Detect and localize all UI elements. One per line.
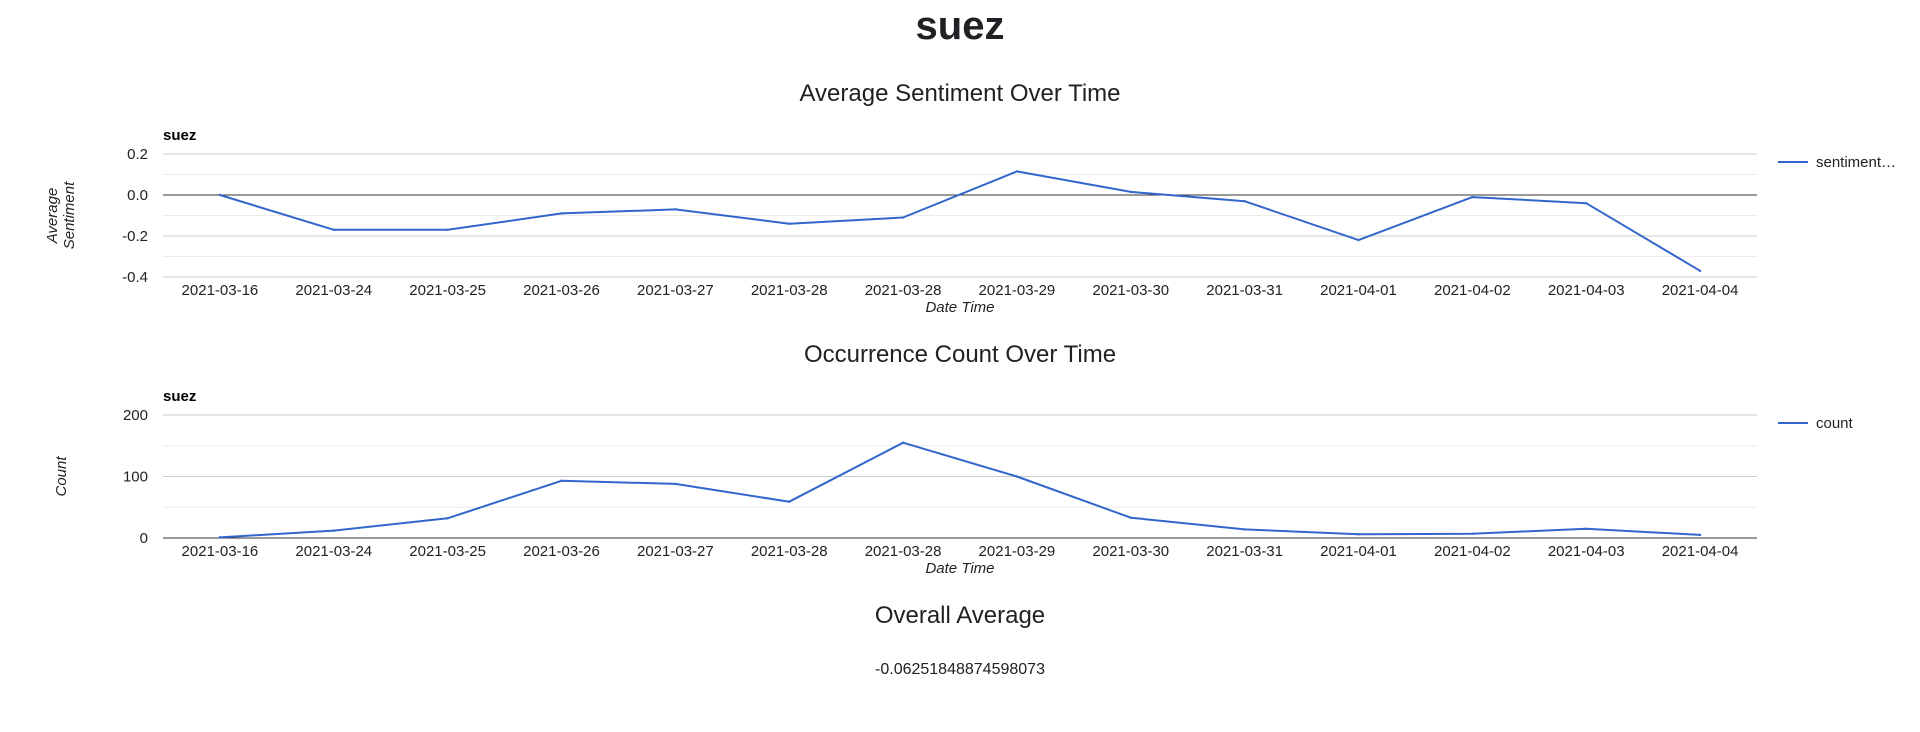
sentiment-chart-data-point: [1471, 195, 1474, 199]
sentiment-chart-data-point: [1015, 170, 1019, 173]
page-title: suez: [915, 4, 1005, 48]
count-chart-data-point: [901, 441, 905, 444]
count-chart-data-point: [1357, 533, 1360, 536]
sentiment-chart-data-point: [901, 216, 905, 219]
sentiment-chart-svg: suez 0.2 0.0 -0.2 -0.4 2021-03-16 2021-03-24 20…: [44, 127, 1896, 316]
count-chart-title: Occurrence Count Over Time: [803, 341, 1117, 368]
sentiment-chart-data-point: [560, 212, 563, 215]
count-chart-data-point: [1243, 528, 1246, 531]
count-chart-data-point: [1471, 532, 1474, 535]
count-chart-y-tick-label: 200: [123, 407, 148, 424]
count-chart-x-tick-label: 2021-04-03: [1548, 543, 1625, 560]
sentiment-chart-series-line: [219, 170, 1701, 272]
count-chart-x-tick-label: 2021-03-26: [523, 543, 600, 560]
sentiment-chart-data-point: [1698, 269, 1702, 273]
sentiment-chart-data-point: [446, 228, 449, 232]
sentiment-chart-x-tick-label: 2021-03-26: [523, 282, 600, 299]
sentiment-chart-subtitle: suez: [163, 127, 196, 144]
count-chart-data-point: [446, 517, 449, 520]
count-chart-x-tick-label: 2021-03-24: [295, 543, 372, 560]
count-chart-data-point: [1015, 475, 1019, 478]
sentiment-chart-x-tick-label: 2021-03-25: [409, 282, 486, 299]
count-chart-y-tick-label: 0: [140, 530, 148, 547]
count-chart-data-point: [218, 536, 222, 539]
count-chart-x-tick-label: 2021-04-02: [1434, 543, 1511, 560]
sentiment-chart-y-tick-label: -0.2: [122, 228, 148, 245]
sentiment-chart-x-tick-label: 2021-03-30: [1092, 282, 1169, 299]
overall-average-title: Overall Average: [874, 602, 1046, 629]
count-chart-y-tick-label: 100: [123, 469, 148, 486]
count-chart-data-point: [1129, 516, 1132, 519]
sentiment-chart-x-tick-label: 2021-03-31: [1206, 282, 1283, 299]
sentiment-chart-x-tick-label: 2021-04-04: [1662, 282, 1739, 299]
sentiment-chart-data-point: [332, 228, 335, 232]
sentiment-chart-legend-label: sentiment…: [1816, 154, 1896, 171]
sentiment-chart-x-tick-label: 2021-03-28: [751, 282, 828, 299]
count-chart-data-point: [674, 482, 677, 486]
count-chart: suez 200 100 0 2021-03-16 2021-03-24 2021-03-2…: [0, 383, 1920, 583]
count-chart-x-tick-label: 2021-04-04: [1662, 543, 1739, 560]
sentiment-chart-data-point: [1585, 202, 1588, 205]
sentiment-chart-data-point: [1243, 199, 1246, 203]
count-chart-x-tick-label: 2021-03-25: [409, 543, 486, 560]
overall-average-value: -0.06251848874598073: [875, 661, 1045, 678]
count-chart-data-point: [560, 479, 563, 483]
sentiment-chart-y-tick-label: 0.2: [127, 146, 148, 163]
count-chart-x-tick-label: 2021-03-28: [751, 543, 828, 560]
sentiment-chart-x-tick-label: 2021-04-01: [1320, 282, 1397, 299]
count-chart-data-point: [1585, 527, 1588, 530]
sentiment-chart-x-tick-label: 2021-03-16: [182, 282, 259, 299]
sentiment-chart-x-tick-label: 2021-03-29: [979, 282, 1056, 299]
sentiment-chart-data-point: [1129, 190, 1132, 194]
count-chart-x-tick-label: 2021-03-27: [637, 543, 714, 560]
count-chart-x-tick-label: 2021-03-28: [865, 543, 942, 560]
sentiment-chart: suez 0.2 0.0 -0.2 -0.4 2021-03-16 2021-03-24 20…: [0, 122, 1920, 322]
sentiment-chart-x-tick-label: 2021-03-28: [865, 282, 942, 299]
sentiment-chart-x-tick-label: 2021-03-24: [295, 282, 372, 299]
count-chart-data-point: [788, 500, 791, 503]
count-chart-svg: suez 200 100 0 2021-03-16 2021-03-24 2021-03-2…: [53, 388, 1854, 577]
count-chart-x-axis-label: Date Time: [925, 560, 994, 577]
count-chart-data-point: [1698, 533, 1702, 537]
sentiment-chart-y-tick-label: -0.4: [122, 269, 148, 286]
sentiment-chart-data-point: [674, 208, 677, 211]
sentiment-chart-y-tick-label: 0.0: [127, 187, 148, 204]
sentiment-chart-y-axis-label: AverageSentiment: [44, 181, 78, 249]
sentiment-chart-x-tick-label: 2021-03-27: [637, 282, 714, 299]
count-chart-x-tick-label: 2021-04-01: [1320, 543, 1397, 560]
count-chart-x-tick-label: 2021-03-31: [1206, 543, 1283, 560]
count-chart-subtitle: suez: [163, 388, 196, 405]
sentiment-chart-x-axis-label: Date Time: [925, 299, 994, 316]
count-chart-legend-label: count: [1816, 415, 1854, 432]
count-chart-x-tick-label: 2021-03-30: [1092, 543, 1169, 560]
count-chart-data-point: [332, 529, 335, 532]
sentiment-chart-data-point: [788, 222, 791, 225]
count-chart-series-line: [219, 441, 1701, 539]
sentiment-chart-title: Average Sentiment Over Time: [799, 80, 1121, 107]
sentiment-chart-data-point: [1357, 238, 1360, 242]
sentiment-chart-data-point: [218, 193, 222, 197]
count-chart-x-tick-label: 2021-03-16: [182, 543, 259, 560]
sentiment-chart-x-tick-label: 2021-04-03: [1548, 282, 1625, 299]
count-chart-y-axis-label: Count: [53, 456, 70, 497]
sentiment-chart-x-tick-label: 2021-04-02: [1434, 282, 1511, 299]
count-chart-x-tick-label: 2021-03-29: [979, 543, 1056, 560]
